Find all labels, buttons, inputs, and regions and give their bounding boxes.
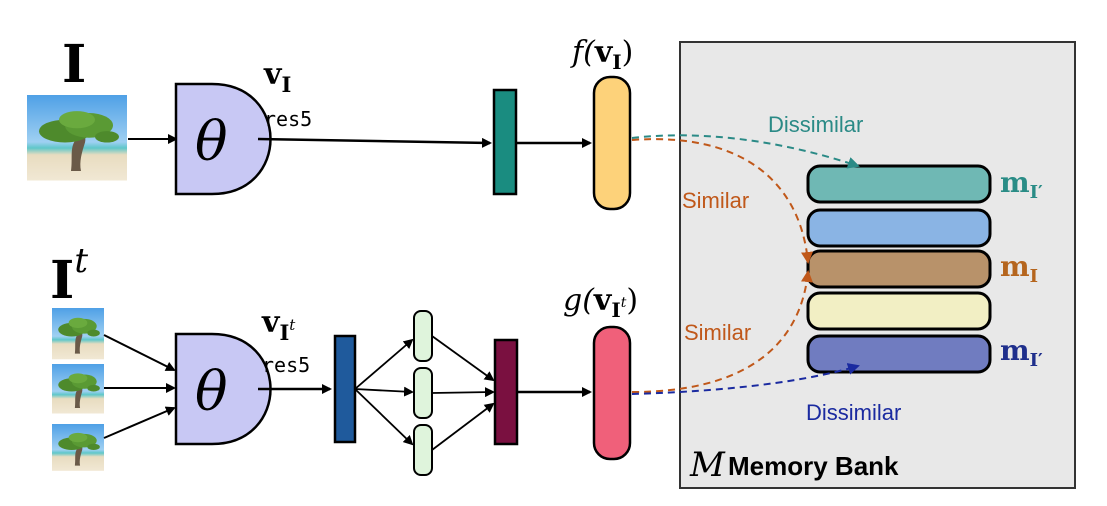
bottom-encoder-block [174, 332, 272, 446]
bottom-arrow-image3-to-encoder [103, 406, 176, 439]
top-fc-block [492, 88, 518, 196]
memory-entry-3 [806, 249, 992, 289]
bottom-feature-label: vIt [261, 305, 296, 345]
top-dissimilar-label: Dissimilar [768, 112, 863, 137]
memory-entry-5 [806, 334, 992, 374]
arrow-parallel-3-to-fc [431, 402, 495, 451]
memory-bank-symbol: M [689, 445, 726, 485]
top-head-label: f(vI) [570, 35, 633, 74]
bottom-pool-block [333, 334, 357, 444]
top-input-label: I [62, 34, 86, 95]
bottom-dissimilar-arrow [631, 363, 860, 395]
arrow-parallel-2-to-fc [431, 387, 495, 398]
top-similar-arrow [631, 138, 813, 264]
bottom-head-label: g(vIt) [563, 283, 638, 322]
arrow-pool-to-parallel-1 [354, 338, 414, 390]
arrow-parallel-1-to-fc [431, 335, 495, 382]
top-encoder-block [174, 82, 272, 196]
arrow-pool-to-parallel-2 [354, 386, 414, 397]
bottom-dissimilar-label: Dissimilar [806, 400, 901, 425]
arrow-pool-to-parallel-3 [354, 388, 414, 446]
parallel-block-1 [413, 310, 433, 362]
bottom-input-label: It [50, 241, 88, 311]
top-layer-label: res5 [264, 107, 312, 131]
memory-entry-3-label: mI [1000, 250, 1038, 287]
bottom-input-image-1 [52, 308, 104, 360]
top-feature-label: vI [263, 57, 291, 97]
memory-entry-2 [806, 208, 992, 248]
parallel-block-3 [413, 424, 433, 476]
bottom-embedding-head [592, 325, 632, 461]
top-encoder-symbol: θ [195, 110, 228, 173]
top-embedding-head [592, 75, 632, 211]
bottom-similar-arrow [631, 270, 813, 393]
parallel-block-2 [413, 367, 433, 419]
memory-entry-1 [806, 164, 992, 204]
memory-bank-title: Memory Bank [728, 451, 899, 481]
bottom-fc-block [493, 338, 519, 446]
bottom-encoder-symbol: θ [195, 360, 228, 423]
bottom-input-image-3 [52, 424, 104, 471]
bottom-arrow-image1-to-encoder [103, 334, 176, 371]
bottom-similar-label: Similar [684, 320, 751, 345]
bottom-layer-label: res5 [262, 353, 310, 377]
top-similar-label: Similar [682, 188, 749, 213]
top-input-image [27, 95, 127, 181]
memory-entry-4 [806, 291, 992, 331]
memory-entry-1-label: mI′ [1000, 166, 1043, 203]
memory-entry-5-label: mI′ [1000, 334, 1043, 371]
top-dissimilar-arrow [631, 134, 860, 169]
top-arrow-encoder-to-fc [257, 137, 492, 148]
bottom-input-image-2 [52, 364, 104, 414]
